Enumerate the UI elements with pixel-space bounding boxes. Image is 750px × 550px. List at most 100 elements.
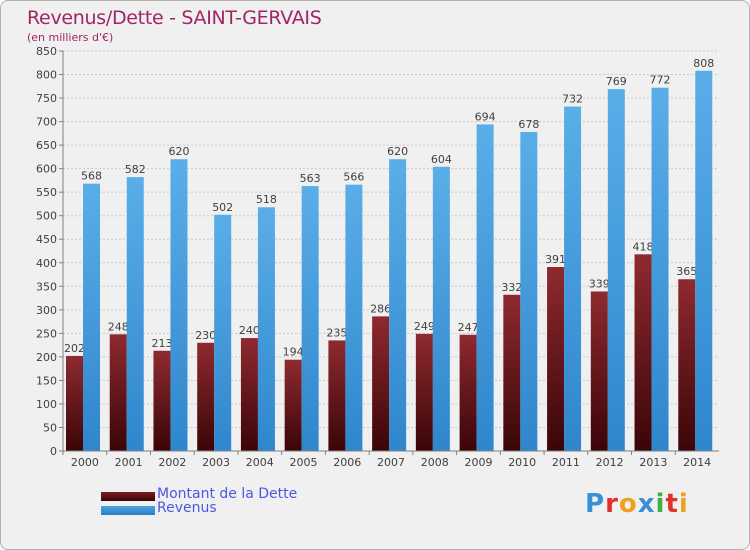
bar-dette	[197, 342, 215, 451]
y-tick-label: 150	[36, 374, 57, 387]
bar-dette	[590, 291, 608, 451]
bar-dette	[66, 355, 83, 451]
bar-dette	[153, 350, 171, 451]
x-tick-label: 2003	[202, 456, 230, 469]
bar-dette	[284, 359, 302, 451]
legend-swatch-revenus	[101, 506, 155, 515]
x-tick-label: 2010	[508, 456, 536, 469]
logo-letter: r	[605, 489, 619, 519]
bar-dette	[415, 333, 433, 451]
bar-dette	[678, 279, 696, 451]
x-tick-label: 2011	[552, 456, 580, 469]
logo-letter: t	[665, 489, 679, 519]
x-tick-label: 2012	[596, 456, 624, 469]
data-label-dette: 391	[545, 253, 566, 266]
bar-revenus	[564, 106, 582, 451]
legend-swatch-dette	[101, 492, 155, 501]
data-label-dette: 248	[108, 320, 129, 333]
logo-letter: i	[655, 489, 666, 519]
y-tick-label: 500	[36, 210, 57, 223]
bar-revenus	[126, 177, 144, 451]
y-tick-label: 200	[36, 351, 57, 364]
data-label-dette: 247	[458, 321, 479, 334]
x-tick-label: 2000	[71, 456, 99, 469]
x-tick-label: 2006	[333, 456, 361, 469]
y-tick-label: 650	[36, 139, 57, 152]
x-tick-label: 2014	[683, 456, 711, 469]
bar-revenus	[301, 186, 319, 451]
bar-dette	[503, 294, 521, 451]
bar-dette	[634, 254, 652, 451]
bar-revenus	[345, 184, 363, 451]
bar-revenus	[607, 89, 625, 451]
x-tick-label: 2008	[421, 456, 449, 469]
x-tick-label: 2002	[158, 456, 186, 469]
y-tick-label: 750	[36, 92, 57, 105]
bar-dette	[109, 334, 127, 451]
y-tick-label: 50	[43, 421, 57, 434]
data-label-dette: 235	[326, 326, 347, 339]
data-label-dette: 230	[195, 329, 216, 342]
y-tick-label: 0	[50, 445, 57, 458]
logo-letter: P	[585, 489, 606, 519]
data-label-revenus: 769	[606, 75, 627, 88]
bar-revenus	[520, 131, 538, 452]
data-label-dette: 194	[283, 346, 304, 359]
data-label-dette: 202	[64, 342, 85, 355]
data-label-dette: 365	[676, 265, 697, 278]
bar-revenus	[432, 166, 450, 451]
data-label-dette: 339	[589, 277, 610, 290]
data-label-revenus: 808	[693, 57, 714, 70]
data-label-revenus: 620	[168, 145, 189, 158]
bar-dette	[240, 338, 258, 451]
data-label-dette: 240	[239, 324, 260, 337]
y-tick-label: 700	[36, 116, 57, 129]
data-label-revenus: 568	[81, 170, 102, 183]
data-label-dette: 286	[370, 302, 391, 315]
data-label-revenus: 582	[125, 163, 146, 176]
x-tick-label: 2004	[246, 456, 274, 469]
bar-revenus	[651, 87, 669, 452]
logo-letter: i	[678, 489, 689, 519]
y-tick-label: 850	[36, 45, 57, 58]
logo-letter: x	[637, 489, 656, 519]
x-tick-label: 2009	[464, 456, 492, 469]
data-label-revenus: 604	[431, 153, 452, 166]
data-label-revenus: 566	[343, 171, 364, 184]
y-tick-label: 300	[36, 304, 57, 317]
y-tick-label: 600	[36, 163, 57, 176]
bar-revenus	[389, 159, 407, 451]
proxiti-logo: Proxiti	[585, 489, 689, 519]
data-label-revenus: 694	[475, 110, 496, 123]
legend-label-dette: Montant de la Dette	[157, 486, 298, 502]
x-tick-label: 2007	[377, 456, 405, 469]
data-label-revenus: 620	[387, 145, 408, 158]
bar-revenus	[695, 70, 713, 451]
bar-revenus	[83, 183, 100, 452]
y-tick-label: 100	[36, 398, 57, 411]
y-tick-label: 250	[36, 327, 57, 340]
bar-revenus	[476, 124, 494, 451]
chart-subtitle: (en milliers d'€)	[27, 31, 114, 44]
y-tick-label: 450	[36, 233, 57, 246]
bar-revenus	[170, 159, 188, 451]
data-label-dette: 249	[414, 320, 435, 333]
bar-dette	[328, 340, 346, 451]
data-label-dette: 418	[633, 240, 654, 253]
y-tick-label: 350	[36, 280, 57, 293]
data-label-dette: 332	[501, 281, 522, 294]
legend-label-revenus: Revenus	[157, 500, 217, 516]
x-tick-label: 2005	[290, 456, 318, 469]
data-label-revenus: 518	[256, 193, 277, 206]
x-tick-label: 2001	[115, 456, 143, 469]
data-label-revenus: 502	[212, 201, 233, 214]
chart-title: Revenus/Dette - SAINT-GERVAIS	[27, 7, 322, 29]
bar-revenus	[214, 214, 232, 451]
data-label-revenus: 732	[562, 93, 583, 106]
bar-revenus	[257, 207, 275, 451]
data-label-revenus: 563	[300, 172, 321, 185]
bar-dette	[547, 267, 565, 451]
data-label-revenus: 678	[518, 118, 539, 131]
